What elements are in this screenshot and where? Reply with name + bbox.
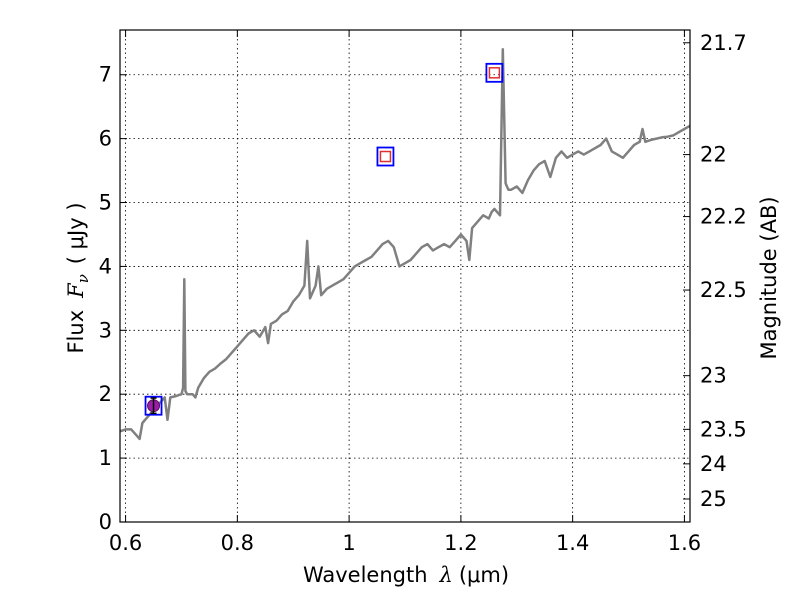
x-tick-label: 1.2 — [444, 531, 477, 555]
y2-tick-label: 21.7 — [700, 31, 747, 55]
y-tick-label: 4 — [99, 254, 112, 278]
axes-frame — [119, 29, 691, 523]
y-tick-label: 6 — [99, 127, 112, 151]
y-tick-label: 2 — [99, 382, 112, 406]
y2-tick-label: 25 — [700, 487, 727, 511]
y2-tick-label: 23 — [700, 364, 727, 388]
plot-frame — [119, 29, 691, 523]
grid-lines — [120, 30, 690, 523]
spectrum-line — [119, 47, 691, 441]
x-tick-label: 1.4 — [556, 531, 589, 555]
x-tick-label: 0.8 — [221, 531, 254, 555]
photometry-box-0 — [144, 395, 163, 416]
x-axis-label-unit: (μm) — [459, 563, 509, 587]
y2-tick-label: 22.5 — [700, 278, 747, 302]
y2-tick-label: 22.2 — [700, 205, 747, 229]
y-axis-label-unit: ( μJy ) — [64, 202, 88, 264]
photometry-markers — [144, 62, 504, 416]
y-axis-label-text: Flux — [64, 310, 88, 354]
photometry-point-1 — [379, 150, 392, 163]
y-axis-label-symbol: F — [64, 282, 88, 299]
y2-tick-label: 23.5 — [700, 417, 747, 441]
photometry-box-2 — [485, 62, 504, 83]
x-axis-label-text: Wavelength — [303, 563, 428, 587]
y2-tick-label: 22 — [700, 143, 727, 167]
y-tick-label: 5 — [99, 191, 112, 215]
y-tick-label: 1 — [99, 446, 112, 470]
axis-ticks: 0.6 0.8 1 1.2 1.4 1.60123456721.72222.222.523… — [99, 30, 747, 555]
y2-axis-label: Magnitude (AB) — [757, 196, 781, 359]
x-tick-label: 0.6 — [109, 531, 142, 555]
y-axis-label-subscript: ν — [74, 274, 92, 283]
photometry-box-1 — [376, 146, 395, 167]
plot-area — [119, 47, 691, 441]
x-axis-label-symbol: λ — [439, 563, 453, 587]
x-tick-label: 1 — [342, 531, 355, 555]
photometry-point-2 — [488, 67, 501, 79]
x-tick-label: 1.6 — [668, 531, 701, 555]
y-tick-label: 3 — [99, 318, 112, 342]
y2-tick-label: 24 — [700, 452, 727, 476]
y-axis-label: Flux Fν ( μJy ) — [64, 202, 92, 353]
y-tick-label: 0 — [99, 510, 112, 534]
x-axis-label: Wavelength λ (μm) — [303, 563, 509, 587]
y-tick-label: 7 — [99, 63, 112, 87]
